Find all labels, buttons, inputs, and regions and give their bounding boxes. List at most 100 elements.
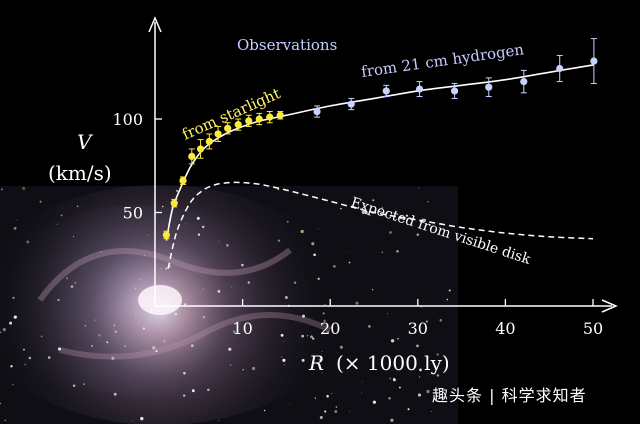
starlight-point	[234, 118, 242, 131]
star	[286, 220, 289, 223]
star	[368, 325, 371, 328]
star	[289, 403, 291, 405]
star	[364, 210, 368, 215]
hydrogen-label: from 21 cm hydrogen	[360, 40, 525, 81]
star	[280, 356, 283, 358]
hydrogen-point	[556, 54, 564, 83]
starlight-point	[214, 125, 222, 142]
watermark-text: 趣头条 | 科学求知者	[432, 386, 587, 405]
star	[207, 388, 210, 392]
star	[28, 356, 32, 360]
star	[47, 356, 51, 359]
star	[91, 345, 93, 347]
star	[393, 377, 395, 379]
expected-curve	[167, 181, 594, 269]
star	[372, 199, 375, 202]
star	[114, 330, 117, 333]
y-axis-variable: V	[77, 130, 94, 154]
star	[165, 267, 168, 270]
point-marker	[188, 152, 196, 160]
star	[390, 418, 394, 422]
star	[56, 223, 58, 225]
star	[301, 358, 305, 362]
star	[324, 304, 326, 306]
star	[398, 386, 401, 389]
star	[217, 290, 221, 293]
star	[317, 277, 320, 280]
star	[70, 285, 74, 288]
star	[345, 251, 347, 253]
hydrogen-point	[450, 82, 459, 99]
star	[418, 187, 420, 189]
star	[174, 312, 178, 316]
hydrogen-point	[313, 105, 321, 118]
point-marker	[224, 124, 232, 132]
starlight-point	[170, 198, 178, 208]
star	[282, 358, 286, 362]
star	[150, 311, 153, 314]
star	[191, 389, 195, 393]
star	[371, 289, 374, 291]
star	[84, 325, 87, 327]
galaxy-photo	[0, 185, 458, 424]
star	[439, 319, 443, 322]
hydrogen-point	[485, 77, 493, 98]
y-ticks: 50 100	[112, 110, 162, 223]
x-tick-label: 20	[320, 319, 340, 338]
star	[326, 394, 329, 398]
star	[139, 278, 142, 280]
star	[389, 377, 392, 380]
starlight-point	[266, 111, 274, 124]
star	[301, 314, 306, 318]
star	[131, 420, 133, 422]
star	[76, 205, 79, 208]
star	[321, 372, 323, 374]
star	[322, 312, 325, 315]
star	[416, 344, 419, 348]
star	[232, 330, 236, 334]
hydrogen-point	[382, 84, 390, 98]
star-field	[0, 186, 451, 422]
star	[0, 331, 2, 333]
starlight-point	[188, 148, 196, 165]
star	[310, 335, 313, 339]
star	[280, 333, 284, 337]
star	[94, 319, 96, 321]
point-marker	[347, 100, 355, 108]
point-marker	[255, 115, 263, 123]
star	[392, 378, 396, 382]
point-marker	[450, 87, 459, 95]
point-marker	[214, 130, 222, 138]
star	[340, 207, 342, 210]
point-marker	[590, 57, 598, 65]
star	[251, 366, 256, 371]
star	[407, 408, 410, 411]
star	[22, 186, 26, 190]
star	[196, 216, 200, 220]
star	[13, 315, 17, 319]
star	[202, 288, 204, 290]
star	[283, 364, 285, 366]
star	[314, 397, 316, 399]
star	[247, 281, 250, 284]
star	[381, 207, 384, 209]
star	[436, 353, 439, 356]
point-marker	[162, 231, 170, 239]
y-axis-arrow	[148, 16, 162, 33]
data-points	[162, 38, 598, 240]
point-marker	[520, 78, 528, 86]
star	[419, 368, 422, 372]
point-marker	[196, 145, 205, 153]
star	[242, 369, 244, 371]
star	[301, 334, 304, 338]
hydrogen-point	[415, 81, 424, 98]
star	[396, 337, 399, 340]
star	[57, 298, 60, 302]
y-tick-label: 50	[123, 204, 143, 223]
star	[361, 381, 363, 383]
star	[113, 324, 116, 327]
point-marker	[382, 87, 390, 95]
star	[13, 227, 17, 230]
